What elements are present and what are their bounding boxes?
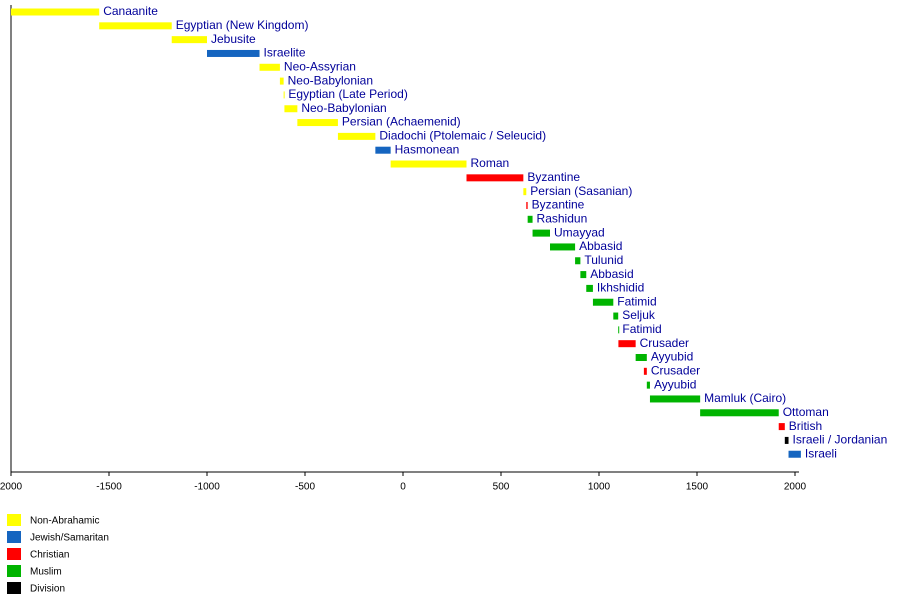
bar-label: Israelite: [264, 46, 306, 60]
x-tick-label: 1000: [588, 482, 611, 493]
bar: [375, 146, 391, 154]
bar-label: Ikhshidid: [597, 281, 644, 295]
x-tick-label: -1000: [194, 482, 220, 493]
bar: [337, 132, 376, 140]
bar-label: Abbasid: [590, 267, 633, 281]
bar: [618, 326, 620, 334]
bar: [11, 8, 100, 16]
bar: [99, 22, 172, 30]
bar-label: Fatimid: [617, 294, 656, 308]
bar-label: Seljuk: [622, 308, 656, 322]
bar-label: Tulunid: [584, 253, 623, 267]
bar: [580, 271, 587, 279]
bar-label: Rashidun: [537, 211, 588, 225]
bar: [784, 436, 789, 444]
bar-label: British: [789, 419, 822, 433]
bar-label: Ayyubid: [651, 350, 693, 364]
bar-label: Crusader: [651, 363, 700, 377]
bar: [523, 188, 527, 196]
legend-label: Division: [30, 584, 65, 595]
legend-swatch: [7, 514, 21, 526]
bar: [613, 312, 619, 320]
legend-label: Non-Abrahamic: [30, 516, 99, 527]
bar: [466, 174, 524, 182]
bar-label: Persian (Achaemenid): [342, 115, 461, 129]
bar-label: Byzantine: [532, 198, 585, 212]
bar-label: Neo-Babylonian: [288, 73, 373, 87]
bar: [592, 298, 614, 306]
legend-swatch: [7, 548, 21, 560]
bar-label: Crusader: [640, 336, 689, 350]
bar-label: Egyptian (New Kingdom): [176, 18, 309, 32]
bar: [207, 49, 260, 57]
legend-label: Muslim: [30, 567, 62, 578]
bar-label: Abbasid: [579, 239, 622, 253]
bar: [635, 354, 647, 361]
bar: [550, 243, 576, 251]
bar: [649, 395, 701, 403]
legend-swatch: [7, 531, 21, 543]
bar-label: Ayyubid: [654, 377, 696, 391]
bar: [279, 77, 284, 85]
bar: [297, 119, 338, 127]
bar-label: Neo-Babylonian: [301, 101, 386, 115]
x-tick-label: -1500: [96, 482, 122, 493]
legend-swatch: [7, 582, 21, 594]
bar-label: Neo-Assyrian: [284, 59, 356, 73]
bar: [526, 201, 528, 209]
legend-label: Christian: [30, 550, 69, 561]
legend-label: Jewish/Samaritan: [30, 533, 109, 544]
bar-label: Canaanite: [103, 4, 158, 18]
bar-label: Mamluk (Cairo): [704, 391, 786, 405]
bar-label: Persian (Sasanian): [530, 184, 632, 198]
legend-swatch: [7, 565, 21, 577]
x-tick-label: 2000: [0, 482, 23, 493]
bar: [586, 284, 593, 292]
bar-label: Ottoman: [783, 405, 829, 419]
bar: [390, 160, 467, 168]
bar: [618, 340, 636, 348]
bar-label: Diadochi (Ptolemaic / Seleucid): [379, 129, 546, 143]
bar: [527, 215, 533, 223]
x-tick-label: -500: [295, 482, 315, 493]
bar: [575, 257, 581, 265]
bar: [700, 409, 779, 417]
x-tick-label: 0: [400, 482, 406, 493]
bar: [532, 229, 550, 237]
bar: [171, 36, 207, 44]
bar: [283, 91, 285, 99]
x-tick-label: 2000: [784, 482, 807, 493]
bar-label: Israeli / Jordanian: [793, 433, 888, 447]
bar-label: Byzantine: [527, 170, 580, 184]
bar-label: Roman: [471, 156, 510, 170]
bar-label: Egyptian (Late Period): [288, 87, 407, 101]
bar: [646, 381, 650, 389]
bar-label: Hasmonean: [395, 142, 460, 156]
bar: [788, 450, 801, 458]
bar-label: Israeli: [805, 446, 837, 460]
x-tick-label: 1500: [686, 482, 709, 493]
x-tick-label: 500: [493, 482, 510, 493]
bar-label: Fatimid: [622, 322, 661, 336]
bar: [284, 105, 298, 113]
bar: [643, 367, 647, 375]
bar-label: Umayyad: [554, 225, 605, 239]
bar: [259, 63, 280, 71]
bar: [778, 423, 785, 431]
bar-label: Jebusite: [211, 32, 256, 46]
